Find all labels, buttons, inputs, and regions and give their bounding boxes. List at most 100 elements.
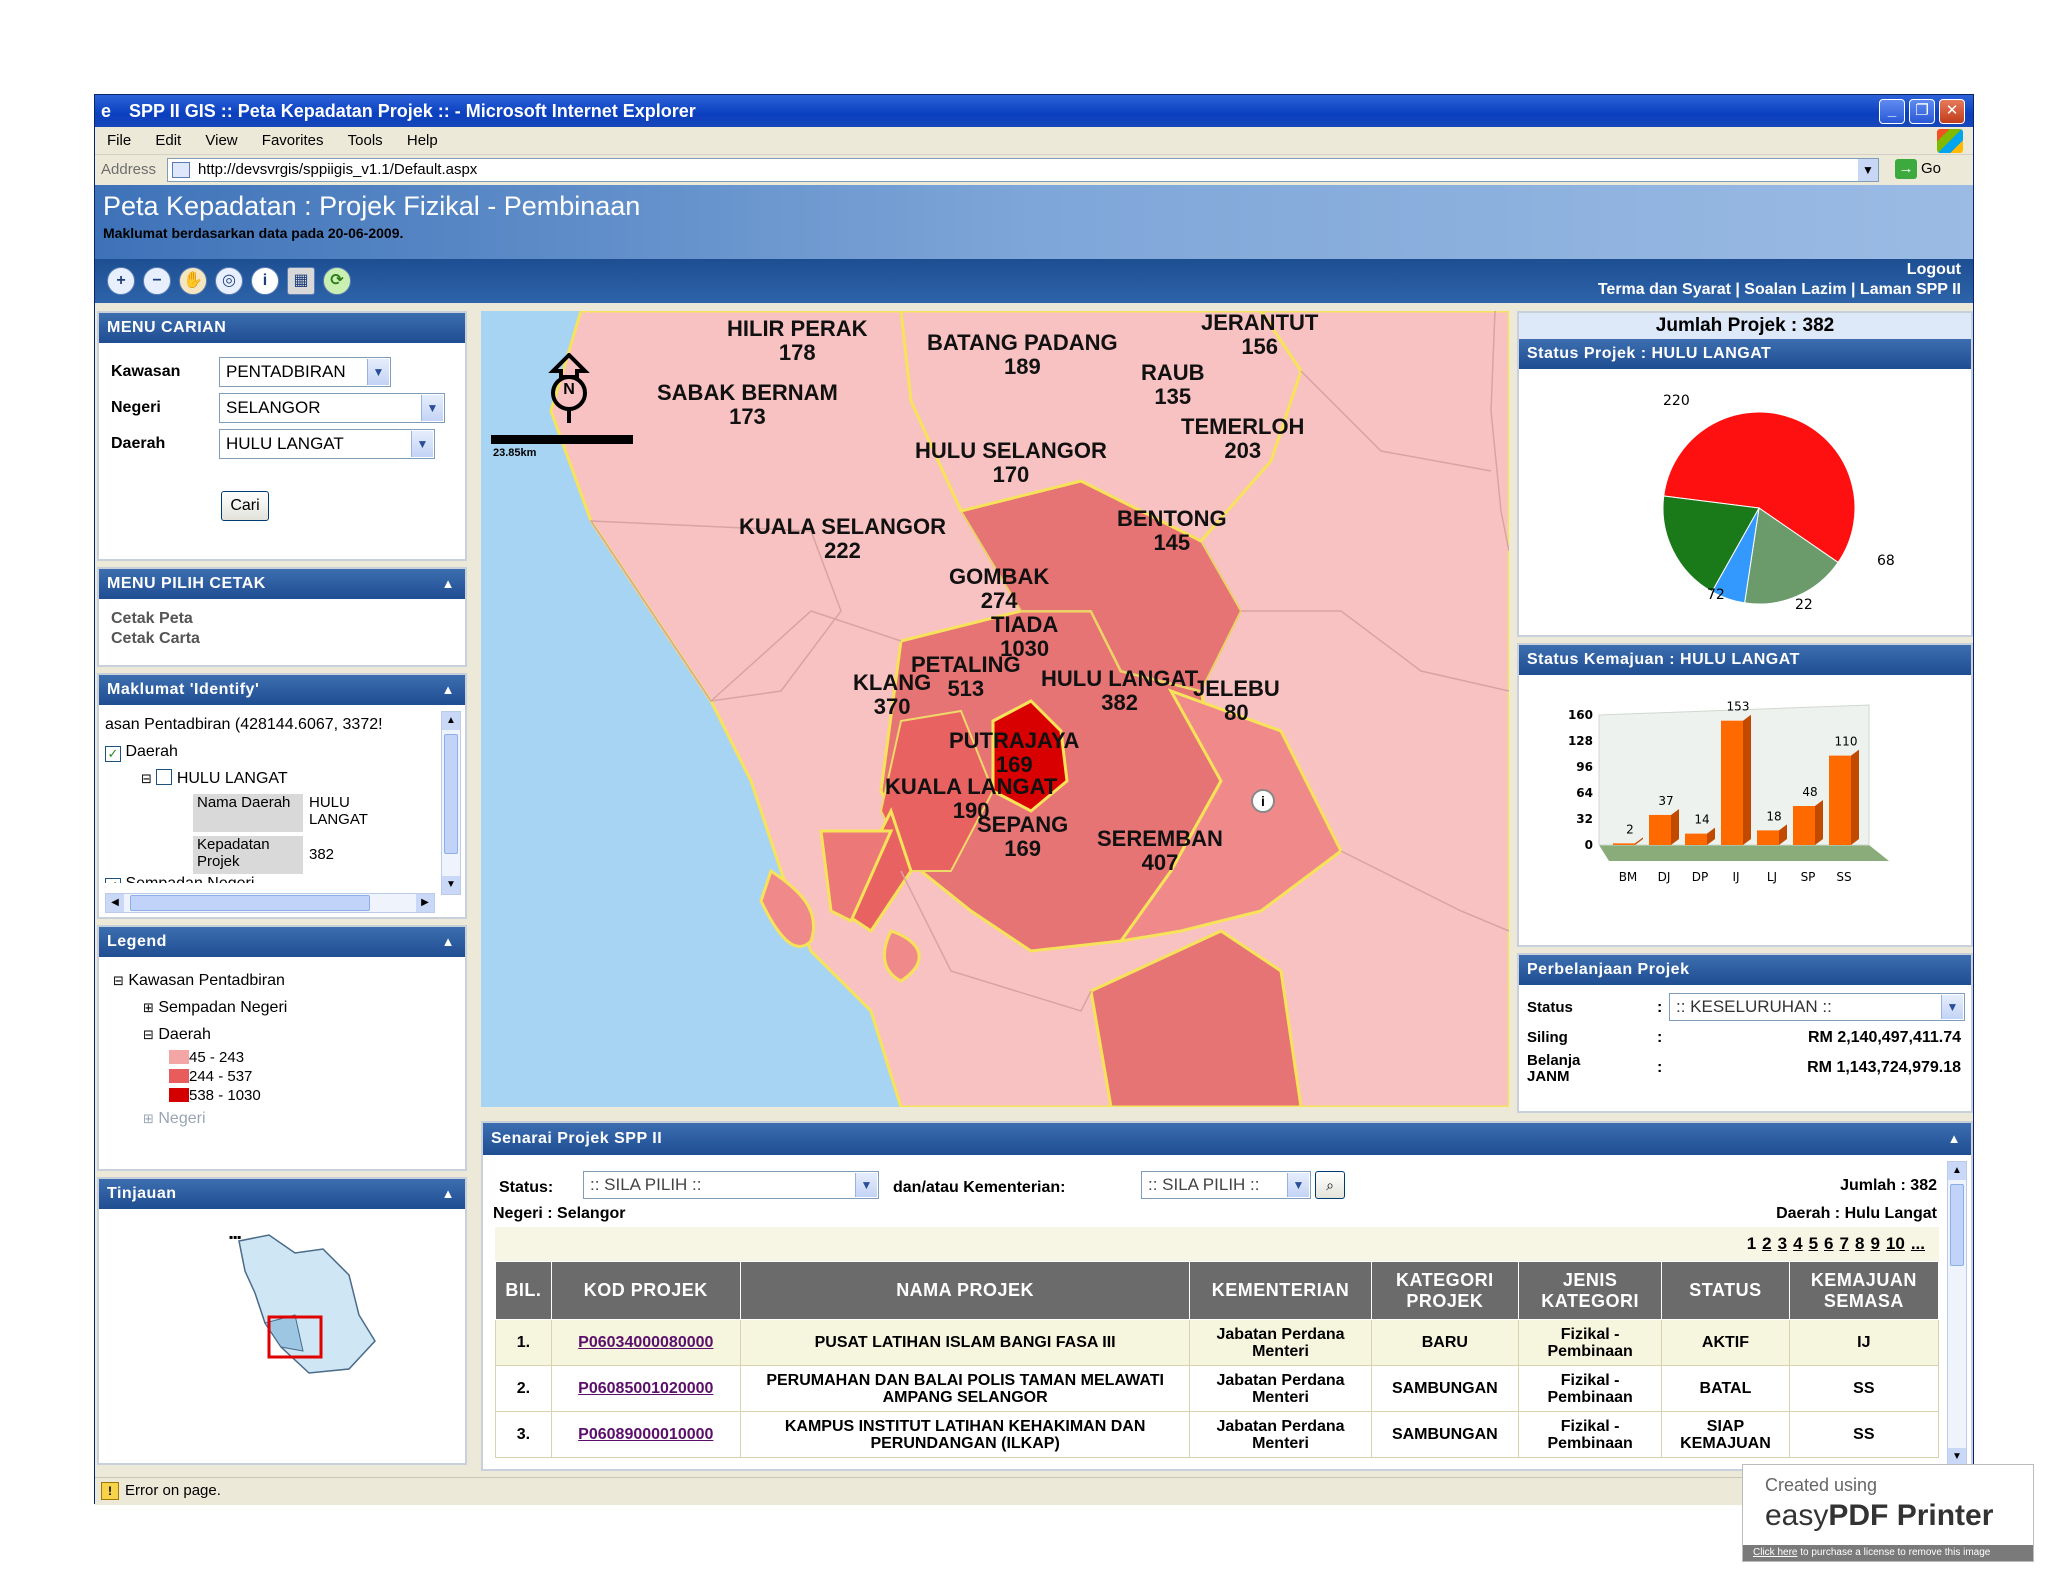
table-row[interactable]: 3. P06089000010000 KAMPUS INSTITUT LATIHAN… bbox=[495, 1411, 1940, 1458]
column-header[interactable]: STATUS bbox=[1661, 1261, 1790, 1320]
menu-file[interactable]: File bbox=[107, 132, 132, 149]
kod-projek-link[interactable]: P06089000010000 bbox=[578, 1426, 714, 1443]
bar[interactable] bbox=[1829, 755, 1851, 845]
pie-slice[interactable] bbox=[1744, 507, 1839, 605]
scroll-up-icon[interactable]: ▲ bbox=[442, 712, 460, 730]
map-district-label[interactable]: HULU SELANGOR 170 bbox=[915, 439, 1107, 487]
top-links[interactable]: Terma dan Syarat | Soalan Lazim | Laman … bbox=[1597, 281, 1961, 298]
tree-collapse-icon[interactable]: ⊟ bbox=[113, 973, 124, 988]
page-link[interactable]: 6 bbox=[1824, 1234, 1834, 1253]
bar[interactable] bbox=[1685, 833, 1707, 845]
map-district-label[interactable]: SABAK BERNAM 173 bbox=[657, 381, 838, 429]
page-link[interactable]: 8 bbox=[1854, 1234, 1865, 1253]
senarai-status-select[interactable]: :: SILA PILIH :: ▼ bbox=[583, 1171, 879, 1199]
tree-collapse-icon[interactable]: ⊟ bbox=[141, 771, 152, 786]
menu-tools[interactable]: Tools bbox=[347, 132, 383, 149]
cetak-carta-link[interactable]: Cetak Carta bbox=[111, 630, 200, 647]
page-link[interactable]: 1 bbox=[1746, 1234, 1757, 1253]
checkbox-checked-icon[interactable]: ✓ bbox=[105, 878, 121, 883]
search-button[interactable]: ⌕ bbox=[1315, 1171, 1345, 1199]
tree-collapse-icon[interactable]: ⊟ bbox=[143, 1027, 154, 1042]
map-district-label[interactable]: JELEBU 80 bbox=[1193, 677, 1280, 725]
menu-edit[interactable]: Edit bbox=[155, 132, 182, 149]
kementerian-select[interactable]: :: SILA PILIH :: ▼ bbox=[1141, 1171, 1311, 1199]
page-link[interactable]: 7 bbox=[1839, 1234, 1849, 1253]
kod-projek-link[interactable]: P06085001020000 bbox=[578, 1380, 714, 1397]
map-district-label[interactable]: KUALA SELANGOR 222 bbox=[739, 515, 946, 563]
map-district-label[interactable]: RAUB 135 bbox=[1141, 361, 1205, 409]
page-link[interactable]: ... bbox=[1910, 1234, 1925, 1253]
map-district-label[interactable]: SEPANG 169 bbox=[977, 813, 1068, 861]
collapse-icon[interactable]: ▲ bbox=[1947, 1131, 1961, 1146]
maximize-button[interactable]: ❐ bbox=[1909, 99, 1935, 124]
map-canvas[interactable]: N 23.85km i HILIR PERAK 178 BATANG PADANG 1… bbox=[481, 311, 1509, 1107]
vertical-scrollbar[interactable]: ▲ ▼ bbox=[441, 711, 461, 895]
collapse-icon[interactable]: ▲ bbox=[441, 576, 455, 591]
belanja-status-select[interactable]: :: KESELURUHAN :: ▼ bbox=[1669, 993, 1965, 1021]
scroll-right-icon[interactable]: ▶ bbox=[416, 894, 434, 912]
kawasan-select[interactable]: PENTADBIRAN ▼ bbox=[219, 357, 391, 387]
page-link[interactable]: 5 bbox=[1808, 1234, 1819, 1253]
map-district-label[interactable]: PETALING 513 bbox=[911, 653, 1021, 701]
map-district-label[interactable]: JERANTUT 156 bbox=[1201, 311, 1318, 359]
bar[interactable] bbox=[1649, 814, 1671, 845]
zoom-in-icon[interactable]: + bbox=[107, 267, 135, 295]
map-district-label[interactable]: TIADA 1030 bbox=[991, 613, 1058, 661]
kemajuan-bar-chart[interactable]: 0 32 64 96 128 160 2 BM 37 DJ 14 DP 153 IJ 18 LJ 48 SP 110… bbox=[1549, 685, 1949, 935]
full-extent-icon[interactable]: ◎ bbox=[215, 267, 243, 295]
warning-icon[interactable]: ! bbox=[101, 1482, 119, 1500]
scroll-down-icon[interactable]: ▼ bbox=[1948, 1448, 1966, 1466]
scroll-up-icon[interactable]: ▲ bbox=[1948, 1162, 1966, 1180]
overview-map[interactable]: ▪▪▪ bbox=[199, 1223, 399, 1383]
checkbox-icon[interactable] bbox=[156, 769, 173, 785]
map-district-label[interactable]: BENTONG 145 bbox=[1117, 507, 1227, 555]
map-district-label[interactable]: GOMBAK 274 bbox=[949, 565, 1049, 613]
scroll-thumb[interactable] bbox=[444, 734, 458, 854]
map-district-label[interactable]: PUTRAJAYA 169 bbox=[949, 729, 1079, 777]
map-district-label[interactable]: SEREMBAN 407 bbox=[1097, 827, 1223, 875]
scroll-thumb[interactable] bbox=[1950, 1184, 1964, 1266]
identify-info-icon[interactable]: i bbox=[251, 267, 279, 295]
page-link[interactable]: 2 bbox=[1762, 1234, 1772, 1253]
pan-hand-icon[interactable]: ✋ bbox=[179, 267, 207, 295]
daerah-select[interactable]: HULU LANGAT ▼ bbox=[219, 429, 435, 459]
minimize-button[interactable]: _ bbox=[1879, 99, 1905, 124]
collapse-icon[interactable]: ▲ bbox=[441, 1186, 455, 1201]
column-header[interactable]: JENIS KATEGORI bbox=[1517, 1261, 1663, 1320]
refresh-icon[interactable]: ⟳ bbox=[323, 267, 351, 295]
menu-favorites[interactable]: Favorites bbox=[261, 132, 324, 149]
bar[interactable] bbox=[1757, 830, 1779, 845]
table-row[interactable]: 1. P06034000080000 PUSAT LATIHAN ISLAM BAN… bbox=[495, 1319, 1940, 1366]
bar[interactable] bbox=[1793, 806, 1815, 845]
scroll-left-icon[interactable]: ◀ bbox=[106, 894, 124, 912]
address-input[interactable]: http://devsvrgis/sppiigis_v1.1/Default.a… bbox=[167, 158, 1879, 182]
column-header[interactable]: BIL. bbox=[495, 1261, 552, 1320]
pie-slice[interactable] bbox=[1662, 495, 1760, 593]
map-district-label[interactable]: BATANG PADANG 189 bbox=[927, 331, 1118, 379]
zoom-out-icon[interactable]: − bbox=[143, 267, 171, 295]
logout-link[interactable]: Logout bbox=[1906, 261, 1961, 278]
bar[interactable] bbox=[1613, 843, 1635, 845]
bar[interactable] bbox=[1721, 720, 1743, 845]
page-link[interactable]: 9 bbox=[1870, 1234, 1880, 1253]
kod-projek-link[interactable]: P06034000080000 bbox=[578, 1334, 714, 1351]
column-header[interactable]: KOD PROJEK bbox=[550, 1261, 741, 1320]
column-header[interactable]: KEMENTERIAN bbox=[1189, 1261, 1372, 1320]
scroll-thumb[interactable] bbox=[130, 895, 370, 911]
cetak-peta-link[interactable]: Cetak Peta bbox=[111, 610, 193, 627]
menu-view[interactable]: View bbox=[205, 132, 238, 149]
scroll-down-icon[interactable]: ▼ bbox=[442, 876, 460, 894]
close-button[interactable]: ✕ bbox=[1939, 99, 1965, 124]
page-link[interactable]: 4 bbox=[1793, 1234, 1803, 1253]
measure-icon[interactable]: ▦ bbox=[287, 267, 315, 295]
page-link[interactable]: 3 bbox=[1777, 1234, 1788, 1253]
map-district-label[interactable]: HILIR PERAK 178 bbox=[727, 317, 868, 365]
map-district-label[interactable]: HULU LANGAT 382 bbox=[1041, 667, 1198, 715]
map-district-label[interactable]: KLANG 370 bbox=[853, 671, 931, 719]
page-link[interactable]: 10 bbox=[1885, 1234, 1905, 1253]
checkbox-checked-icon[interactable]: ✓ bbox=[105, 746, 121, 762]
tree-expand-icon[interactable]: ⊞ bbox=[143, 1000, 154, 1015]
column-header[interactable]: KATEGORI PROJEK bbox=[1370, 1261, 1520, 1320]
go-button[interactable]: → Go bbox=[1895, 159, 1941, 179]
status-pie-chart[interactable]: 220 68 22 72 bbox=[1609, 393, 1909, 623]
